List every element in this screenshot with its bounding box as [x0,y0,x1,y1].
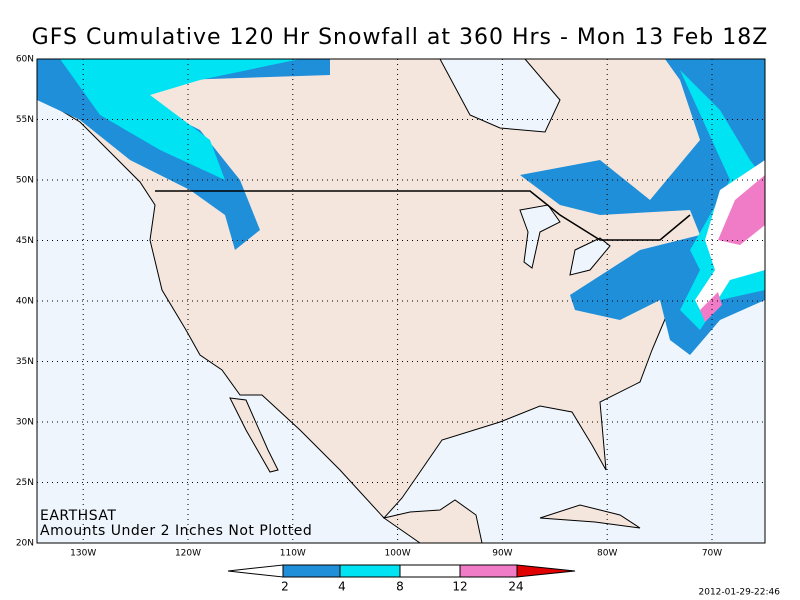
legend-swatch [459,564,518,578]
lat-label: 25N [16,478,34,488]
lon-label: 80W [597,549,617,559]
lat-label: 60N [16,55,34,65]
map-title: GFS Cumulative 120 Hr Snowfall at 360 Hr… [32,25,769,50]
credit-source: EARTHSAT [40,508,116,524]
legend-label: 24 [508,580,523,594]
border-us-canada [155,190,691,241]
lat-label: 35N [16,357,34,367]
map [36,58,766,544]
legend-label: 8 [396,580,404,594]
lat-label: 30N [16,418,34,428]
lon-label: 130W [70,549,96,559]
lon-label: 110W [280,549,306,559]
legend-swatch [282,564,341,578]
lon-label: 120W [175,549,201,559]
map-frame [36,58,766,544]
legend-swatch [339,564,401,578]
lat-label: 45N [16,236,34,246]
great-lakes-east [569,237,611,276]
snow-12-24 [700,175,765,322]
legend-high [516,564,576,578]
lon-label: 90W [492,549,512,559]
legend-label: 12 [452,580,467,594]
legend-swatch [399,564,461,578]
lat-label: 50N [16,176,34,186]
timestamp: 2012-01-29-22:46 [699,588,781,598]
snow-4-8 [60,59,300,180]
lat-label: 55N [16,115,34,125]
lat-label: 20N [16,539,34,549]
graticule [37,59,765,543]
lon-label: 70W [702,549,722,559]
cuba [539,504,641,529]
baja [229,397,279,473]
legend-label: 4 [338,580,346,594]
legend: 2 4 8 12 24 [227,564,576,594]
legend-low [227,564,284,578]
credit-note: Amounts Under 2 Inches Not Plotted [40,523,312,539]
legend-label: 2 [281,580,289,594]
lon-label: 100W [385,549,411,559]
lat-label: 40N [16,297,34,307]
